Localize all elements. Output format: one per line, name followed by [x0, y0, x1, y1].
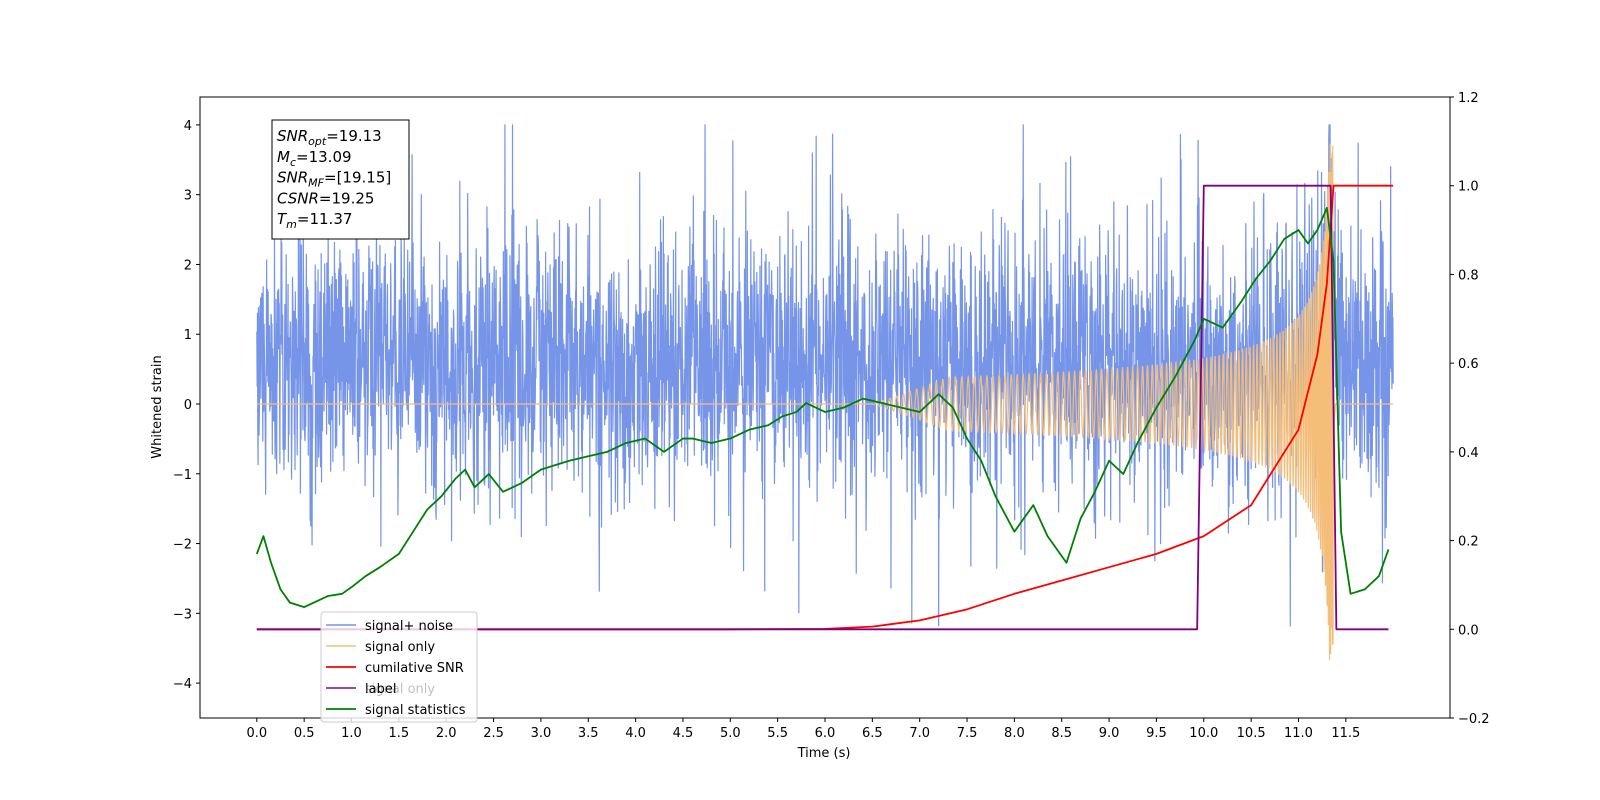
annotation-value: =11.37	[297, 210, 353, 228]
annotation-symbol: SNR	[277, 169, 308, 187]
x-tick-label: 7.5	[957, 726, 978, 741]
y-axis-title: Whitened strain	[150, 355, 165, 458]
x-tick-label: 3.5	[578, 726, 599, 741]
annotation-symbol: M	[277, 148, 290, 166]
signal-statistics-line	[255, 206, 1390, 609]
x-tick-label: 4.0	[625, 726, 646, 741]
legend-frame	[320, 611, 478, 723]
y2-tick-label: 0.4	[1458, 446, 1479, 461]
signal-noise-line	[256, 124, 1394, 627]
y2-tick-label: 0.6	[1458, 357, 1479, 372]
annotation-subscript: opt	[308, 135, 327, 148]
y-tick-label: 1	[184, 328, 192, 343]
legend-entry-label: signal only	[365, 682, 435, 697]
x-tick-label: 8.5	[1051, 726, 1072, 741]
annotation-subscript: m	[286, 218, 297, 231]
y2-tick-label: 0.8	[1458, 268, 1479, 283]
x-tick-label: 8.0	[1004, 726, 1025, 741]
legend-entry-label: signal only	[365, 640, 435, 655]
x-tick-label: 0.5	[294, 726, 315, 741]
annotation-symbol: CSNR	[277, 189, 319, 207]
y-tick-label: 3	[184, 189, 192, 204]
annotation-value: =19.13	[326, 127, 382, 145]
annotation-value: =13.09	[296, 148, 352, 166]
y2-tick-label: 1.0	[1458, 180, 1479, 195]
x-tick-label: 5.5	[767, 726, 788, 741]
x-tick-label: 0.0	[246, 726, 267, 741]
x-tick-label: 7.0	[909, 726, 930, 741]
annotation-subscript: MF	[308, 177, 324, 190]
annotation-box-frame	[271, 119, 410, 240]
x-tick-label: 9.0	[1099, 726, 1120, 741]
y-tick-label: 4	[184, 119, 192, 134]
annotation-symbol: T	[277, 210, 288, 228]
y-tick-label: 2	[184, 258, 192, 273]
cumulative-snr-line	[256, 184, 1394, 631]
x-tick-label: 10.0	[1189, 726, 1218, 741]
legend-entry-label: signal statistics	[365, 703, 466, 718]
annotation-line: SNRMF=[19.15]	[277, 169, 391, 190]
annotation-line: Mc=13.09	[277, 148, 352, 169]
x-tick-label: 10.5	[1237, 726, 1266, 741]
x-tick-label: 11.0	[1284, 726, 1313, 741]
y2-tick-label: 0.2	[1458, 535, 1479, 550]
annotation-value: =[19.15]	[324, 169, 391, 187]
x-tick-label: 2.5	[483, 726, 504, 741]
y-axis-left: 4 3 2 1 0 −1 −2 −3 −4	[173, 119, 200, 692]
y-tick-label: −3	[173, 607, 192, 622]
x-tick-label: 1.0	[341, 726, 362, 741]
x-tick-label: 4.5	[673, 726, 694, 741]
y-tick-label: −2	[173, 538, 192, 553]
legend: signal+ noise signal only cumilative SNR la…	[320, 611, 478, 723]
x-tick-label: 6.5	[862, 726, 883, 741]
y-tick-label: −1	[173, 468, 192, 483]
y-tick-label: 0	[184, 398, 192, 413]
annotation-value: =19.25	[319, 189, 375, 207]
annotation-line: SNRopt=19.13	[277, 127, 382, 148]
annotation-symbol: SNR	[277, 127, 308, 145]
legend-entry-label: signal+ noise	[365, 619, 453, 634]
annotation-line: Tm=11.37	[277, 210, 352, 231]
x-axis-title: Time (s)	[797, 746, 851, 761]
x-tick-label: 3.0	[531, 726, 552, 741]
signal-only-line	[256, 143, 1394, 661]
x-tick-label: 5.0	[720, 726, 741, 741]
y2-tick-label: −0.2	[1458, 712, 1490, 727]
label-line	[256, 184, 1389, 631]
x-tick-label: 6.0	[815, 726, 836, 741]
y-tick-label: −4	[173, 677, 192, 692]
x-tick-label: 1.5	[389, 726, 410, 741]
x-tick-label: 2.0	[436, 726, 457, 741]
legend-entry-label: label	[365, 682, 396, 697]
y-axis-right: 1.2 1.0 0.8 0.6 0.4 0.2 0.0 −0.2	[1450, 91, 1490, 727]
annotation-subscript: c	[290, 156, 296, 169]
stats-annotation-box: SNRopt=19.13Mc=13.09SNRMF=[19.15]CSNR=19…	[271, 119, 410, 240]
x-axis: 0.0 0.5 1.0 1.5 2.0 2.5 3.0 3.5 4.0 4.5 5.0 5.5 6.0 6…	[246, 718, 1360, 741]
annotation-line: CSNR=19.25	[277, 189, 374, 207]
y2-tick-label: 1.2	[1458, 91, 1479, 106]
x-tick-label: 9.5	[1146, 726, 1167, 741]
y2-tick-label: 0.0	[1458, 623, 1479, 638]
x-tick-label: 11.5	[1331, 726, 1360, 741]
series-layer	[255, 124, 1394, 661]
legend-entry-label: cumilative SNR	[365, 661, 464, 676]
